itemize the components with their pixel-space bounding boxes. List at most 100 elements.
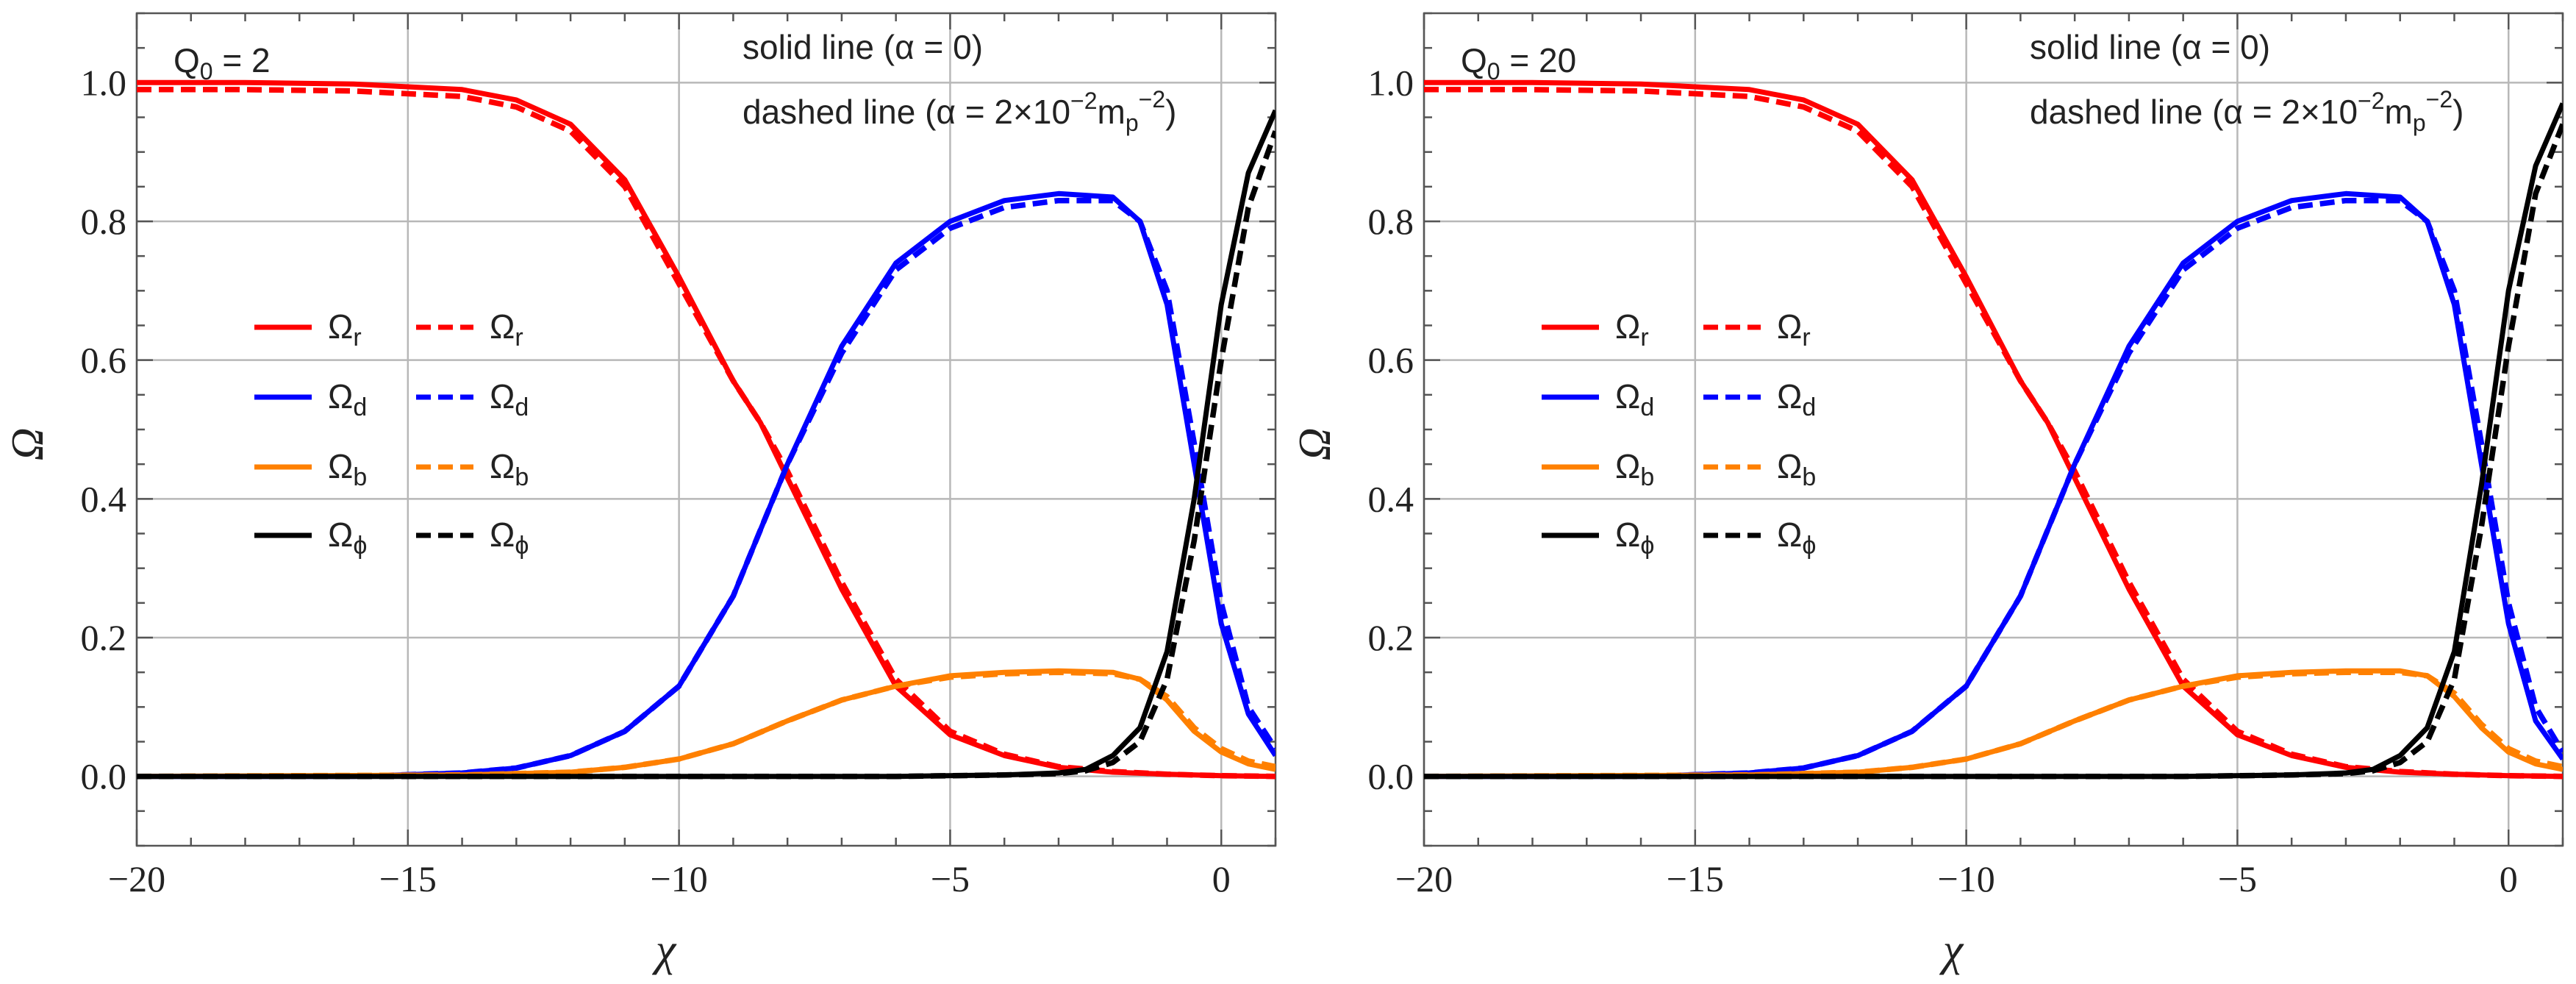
- annotation-dashed: dashed line (α = 2×10−2mp−2): [2030, 86, 2464, 136]
- x-tick-label: −15: [379, 858, 437, 899]
- legend-label-base: Ω: [1615, 377, 1640, 416]
- legend-label-sub: r: [1640, 324, 1648, 352]
- legend-label-sub: r: [515, 324, 523, 352]
- x-tick-label: 0: [2500, 858, 2518, 899]
- legend-label-base: Ω: [490, 516, 515, 554]
- series-line-d-dashed: [1424, 197, 2563, 780]
- y-tick-label: 0.8: [81, 201, 127, 242]
- legend-label-sub: d: [515, 393, 529, 421]
- legend-label-base: Ω: [328, 516, 353, 554]
- y-tick-label: 1.0: [81, 62, 127, 103]
- y-tick-label: 0.4: [1368, 478, 1414, 519]
- series-line-d-dashed: [137, 197, 1276, 780]
- annotation-solid: solid line (α = 0): [2030, 28, 2270, 66]
- y-axis-label: Ω: [3, 428, 53, 461]
- legend-label: Ωd: [490, 377, 529, 421]
- legend-label: Ωr: [1615, 307, 1649, 352]
- annotation-dashed-exp: −2: [2358, 88, 2384, 114]
- y-tick-label: 1.0: [1368, 62, 1414, 103]
- legend-label: Ωb: [490, 447, 529, 491]
- series-line-b-dashed: [137, 669, 1276, 780]
- y-tick-label: 0.0: [1368, 756, 1414, 797]
- annotation-dashed-exp2: −2: [2426, 86, 2452, 113]
- legend-label: Ωϕ: [1615, 516, 1654, 560]
- annotation-dashed-close: ): [1165, 93, 1176, 131]
- legend-label-sub: b: [1802, 463, 1816, 491]
- annotation-dashed-sub: p: [1126, 110, 1139, 136]
- legend-label: Ωd: [1615, 377, 1654, 421]
- panel-label-value: = 20: [1500, 41, 1577, 79]
- legend-label: Ωd: [1777, 377, 1816, 421]
- panel-label-sub: 0: [1487, 58, 1500, 85]
- legend-label: Ωb: [328, 447, 367, 491]
- legend-label-base: Ω: [1615, 516, 1640, 554]
- series-line-b-dashed: [1424, 669, 2563, 780]
- annotation-dashed-sub: p: [2413, 110, 2426, 136]
- annotation-dashed-m: m: [2385, 93, 2413, 131]
- y-tick-label: 0.2: [81, 617, 127, 658]
- x-tick-label: −20: [108, 858, 165, 899]
- legend-label-sub: ϕ: [515, 532, 529, 560]
- legend-label-base: Ω: [1777, 307, 1802, 346]
- legend-label-base: Ω: [1777, 377, 1802, 416]
- x-tick-label: −10: [1938, 858, 1995, 899]
- legend-label-base: Ω: [1615, 307, 1640, 346]
- series-group: [137, 79, 1276, 780]
- legend-label-sub: b: [1640, 463, 1654, 491]
- annotation-solid: solid line (α = 0): [743, 28, 983, 66]
- legend-label-sub: r: [1802, 324, 1810, 352]
- legend-label: Ωd: [328, 377, 367, 421]
- legend-label-sub: d: [353, 393, 367, 421]
- plot-frame: [1423, 12, 2564, 847]
- annotation-dashed-text: dashed line (α = 2×10: [2030, 93, 2358, 131]
- legend-label: Ωr: [490, 307, 523, 352]
- series-line-phi-dashed: [137, 130, 1276, 780]
- legend-label: Ωϕ: [1777, 516, 1816, 560]
- legend-label-base: Ω: [1615, 447, 1640, 485]
- series-group: [1424, 79, 2563, 780]
- panel-label-sub: 0: [200, 58, 213, 85]
- y-tick-label: 0.4: [81, 478, 127, 519]
- series-line-phi-dashed: [1424, 123, 2563, 780]
- legend-label: Ωb: [1777, 447, 1816, 491]
- x-tick-label: −5: [2218, 858, 2257, 899]
- annotation-dashed-text: dashed line (α = 2×10: [743, 93, 1070, 131]
- legend-label: Ωr: [328, 307, 362, 352]
- legend-label-sub: r: [353, 324, 361, 352]
- legend-label-sub: ϕ: [353, 532, 367, 560]
- annotation-dashed-exp: −2: [1070, 88, 1097, 114]
- x-axis-label: χ: [652, 925, 677, 975]
- series-line-d-solid: [1424, 190, 2563, 780]
- legend-label-sub: ϕ: [1640, 532, 1654, 560]
- annotation-dashed-exp2: −2: [1139, 86, 1165, 113]
- legend-label-sub: d: [1802, 393, 1816, 421]
- legend-label-sub: b: [353, 463, 367, 491]
- panel-label-q: Q: [173, 41, 200, 79]
- series-line-d-solid: [137, 190, 1276, 780]
- legend-label-base: Ω: [490, 307, 515, 346]
- y-tick-label: 0.6: [81, 340, 127, 381]
- series-line-phi-solid: [1424, 102, 2563, 780]
- legend-label-sub: ϕ: [1802, 532, 1816, 560]
- x-tick-label: 0: [1212, 858, 1231, 899]
- legend-label: Ωr: [1777, 307, 1811, 352]
- panel-label-q: Q: [1461, 41, 1487, 79]
- legend-label-sub: b: [515, 463, 529, 491]
- y-tick-label: 0.2: [1368, 617, 1414, 658]
- legend-label-sub: d: [1640, 393, 1654, 421]
- legend-label: Ωϕ: [328, 516, 367, 560]
- legend-label-base: Ω: [490, 377, 515, 416]
- y-axis-label: Ω: [1290, 428, 1340, 461]
- series-line-phi-solid: [137, 109, 1276, 780]
- annotation-dashed-close: ): [2452, 93, 2464, 131]
- legend-label-base: Ω: [328, 377, 353, 416]
- x-tick-label: −10: [651, 858, 708, 899]
- x-tick-label: −5: [931, 858, 970, 899]
- panel-label: Q0 = 2: [173, 41, 271, 85]
- x-tick-label: −20: [1395, 858, 1453, 899]
- x-tick-label: −15: [1667, 858, 1724, 899]
